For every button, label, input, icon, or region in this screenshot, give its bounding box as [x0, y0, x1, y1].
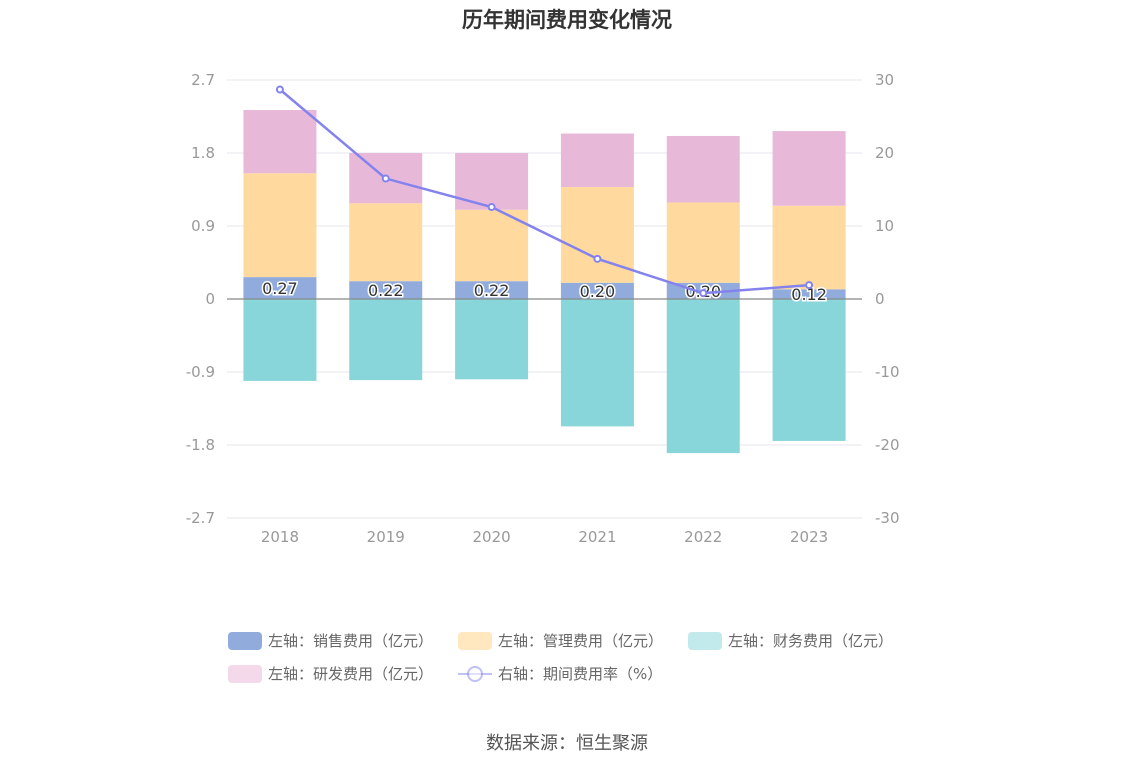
data-label-2023: 0.12 [791, 285, 827, 304]
x-tick-label: 2018 [261, 528, 299, 546]
bar-2018-2 [243, 299, 317, 381]
bar-2018-1 [243, 173, 317, 278]
x-tick-label: 2019 [367, 528, 405, 546]
data-label-2021: 0.20 [580, 282, 616, 301]
left-tick-label: 0.9 [191, 217, 215, 235]
bar-2023-0 [772, 289, 846, 299]
legend-swatch-admin [458, 631, 492, 650]
right-tick-label: 0 [875, 290, 885, 308]
legend-swatch-finance [688, 631, 722, 650]
bar-2023-3 [772, 131, 846, 206]
chart-canvas: 2.7 1.8 0.9 0 -0.9 -1.8 -2.7 30 20 10 0 -10 -20 -30 20… [186, 71, 900, 546]
expense-ratio-point-2020 [487, 203, 496, 212]
right-tick-label: -20 [875, 436, 900, 454]
bar-2020-1 [455, 209, 529, 282]
bar-2022-3 [666, 135, 740, 203]
bar-2023-1 [772, 205, 846, 290]
left-tick-label: -2.7 [186, 509, 215, 527]
left-tick-label: 0 [205, 290, 215, 308]
bar-2022-2 [666, 299, 740, 454]
data-label-2020: 0.22 [474, 281, 510, 300]
right-tick-label: 30 [875, 71, 894, 89]
bar-2019-2 [349, 299, 423, 381]
left-tick-label: 1.8 [191, 144, 215, 162]
bar-2021-0 [560, 282, 634, 299]
legend-item-rd[interactable]: 左轴：研发费用（亿元） [228, 663, 433, 684]
legend-label-finance: 左轴：财务费用（亿元） [728, 632, 894, 650]
bar-2020-2 [455, 299, 529, 380]
legend-line-icon [458, 665, 492, 683]
bar-2023-2 [772, 299, 846, 441]
legend-item-admin[interactable]: 左轴：管理费用（亿元） [458, 630, 663, 651]
right-tick-label: -10 [875, 363, 900, 381]
expense-ratio-point-2023 [805, 281, 814, 290]
bar-2022-1 [666, 202, 740, 283]
legend-item-sales[interactable]: 左轴：销售费用（亿元） [228, 630, 433, 651]
legend-label-expense-ratio: 右轴：期间费用率（%） [498, 665, 663, 683]
right-tick-label: -30 [875, 509, 900, 527]
legend-item-finance[interactable]: 左轴：财务费用（亿元） [688, 630, 893, 651]
data-source: 数据来源：恒生聚源 [486, 733, 648, 754]
data-label-2019: 0.22 [368, 281, 404, 300]
right-tick-label: 10 [875, 217, 894, 235]
x-tick-label: 2020 [472, 528, 510, 546]
legend-item-expense-ratio[interactable]: 右轴：期间费用率（%） [458, 663, 662, 684]
legend-label-rd: 左轴：研发费用（亿元） [268, 665, 434, 683]
x-tick-label: 2023 [790, 528, 828, 546]
bar-2021-2 [560, 299, 634, 427]
x-tick-label: 2022 [684, 528, 722, 546]
data-label-2018: 0.27 [262, 279, 298, 298]
bar-2021-3 [560, 133, 634, 188]
legend-swatch-sales [228, 631, 262, 650]
legend-label-sales: 左轴：销售费用（亿元） [268, 632, 434, 650]
expense-ratio-point-2018 [275, 85, 284, 94]
legend-label-admin: 左轴：管理费用（亿元） [498, 632, 664, 650]
expense-ratio-point-2022 [699, 289, 708, 298]
legend-swatch-rd [228, 664, 262, 683]
right-tick-label: 20 [875, 144, 894, 162]
expense-ratio-point-2021 [593, 254, 602, 263]
left-tick-label: 2.7 [191, 71, 215, 89]
bar-2019-0 [349, 281, 423, 299]
chart-title: 历年期间费用变化情况 [462, 8, 672, 32]
bar-2020-0 [455, 281, 529, 299]
expense-ratio-point-2019 [381, 174, 390, 183]
expense-ratio-line [279, 88, 810, 295]
bar-2019-1 [349, 203, 423, 282]
left-tick-label: -1.8 [186, 436, 215, 454]
x-tick-label: 2021 [578, 528, 616, 546]
bar-2018-3 [243, 110, 317, 174]
left-tick-label: -0.9 [186, 363, 215, 381]
bar-2018-0 [243, 277, 317, 299]
